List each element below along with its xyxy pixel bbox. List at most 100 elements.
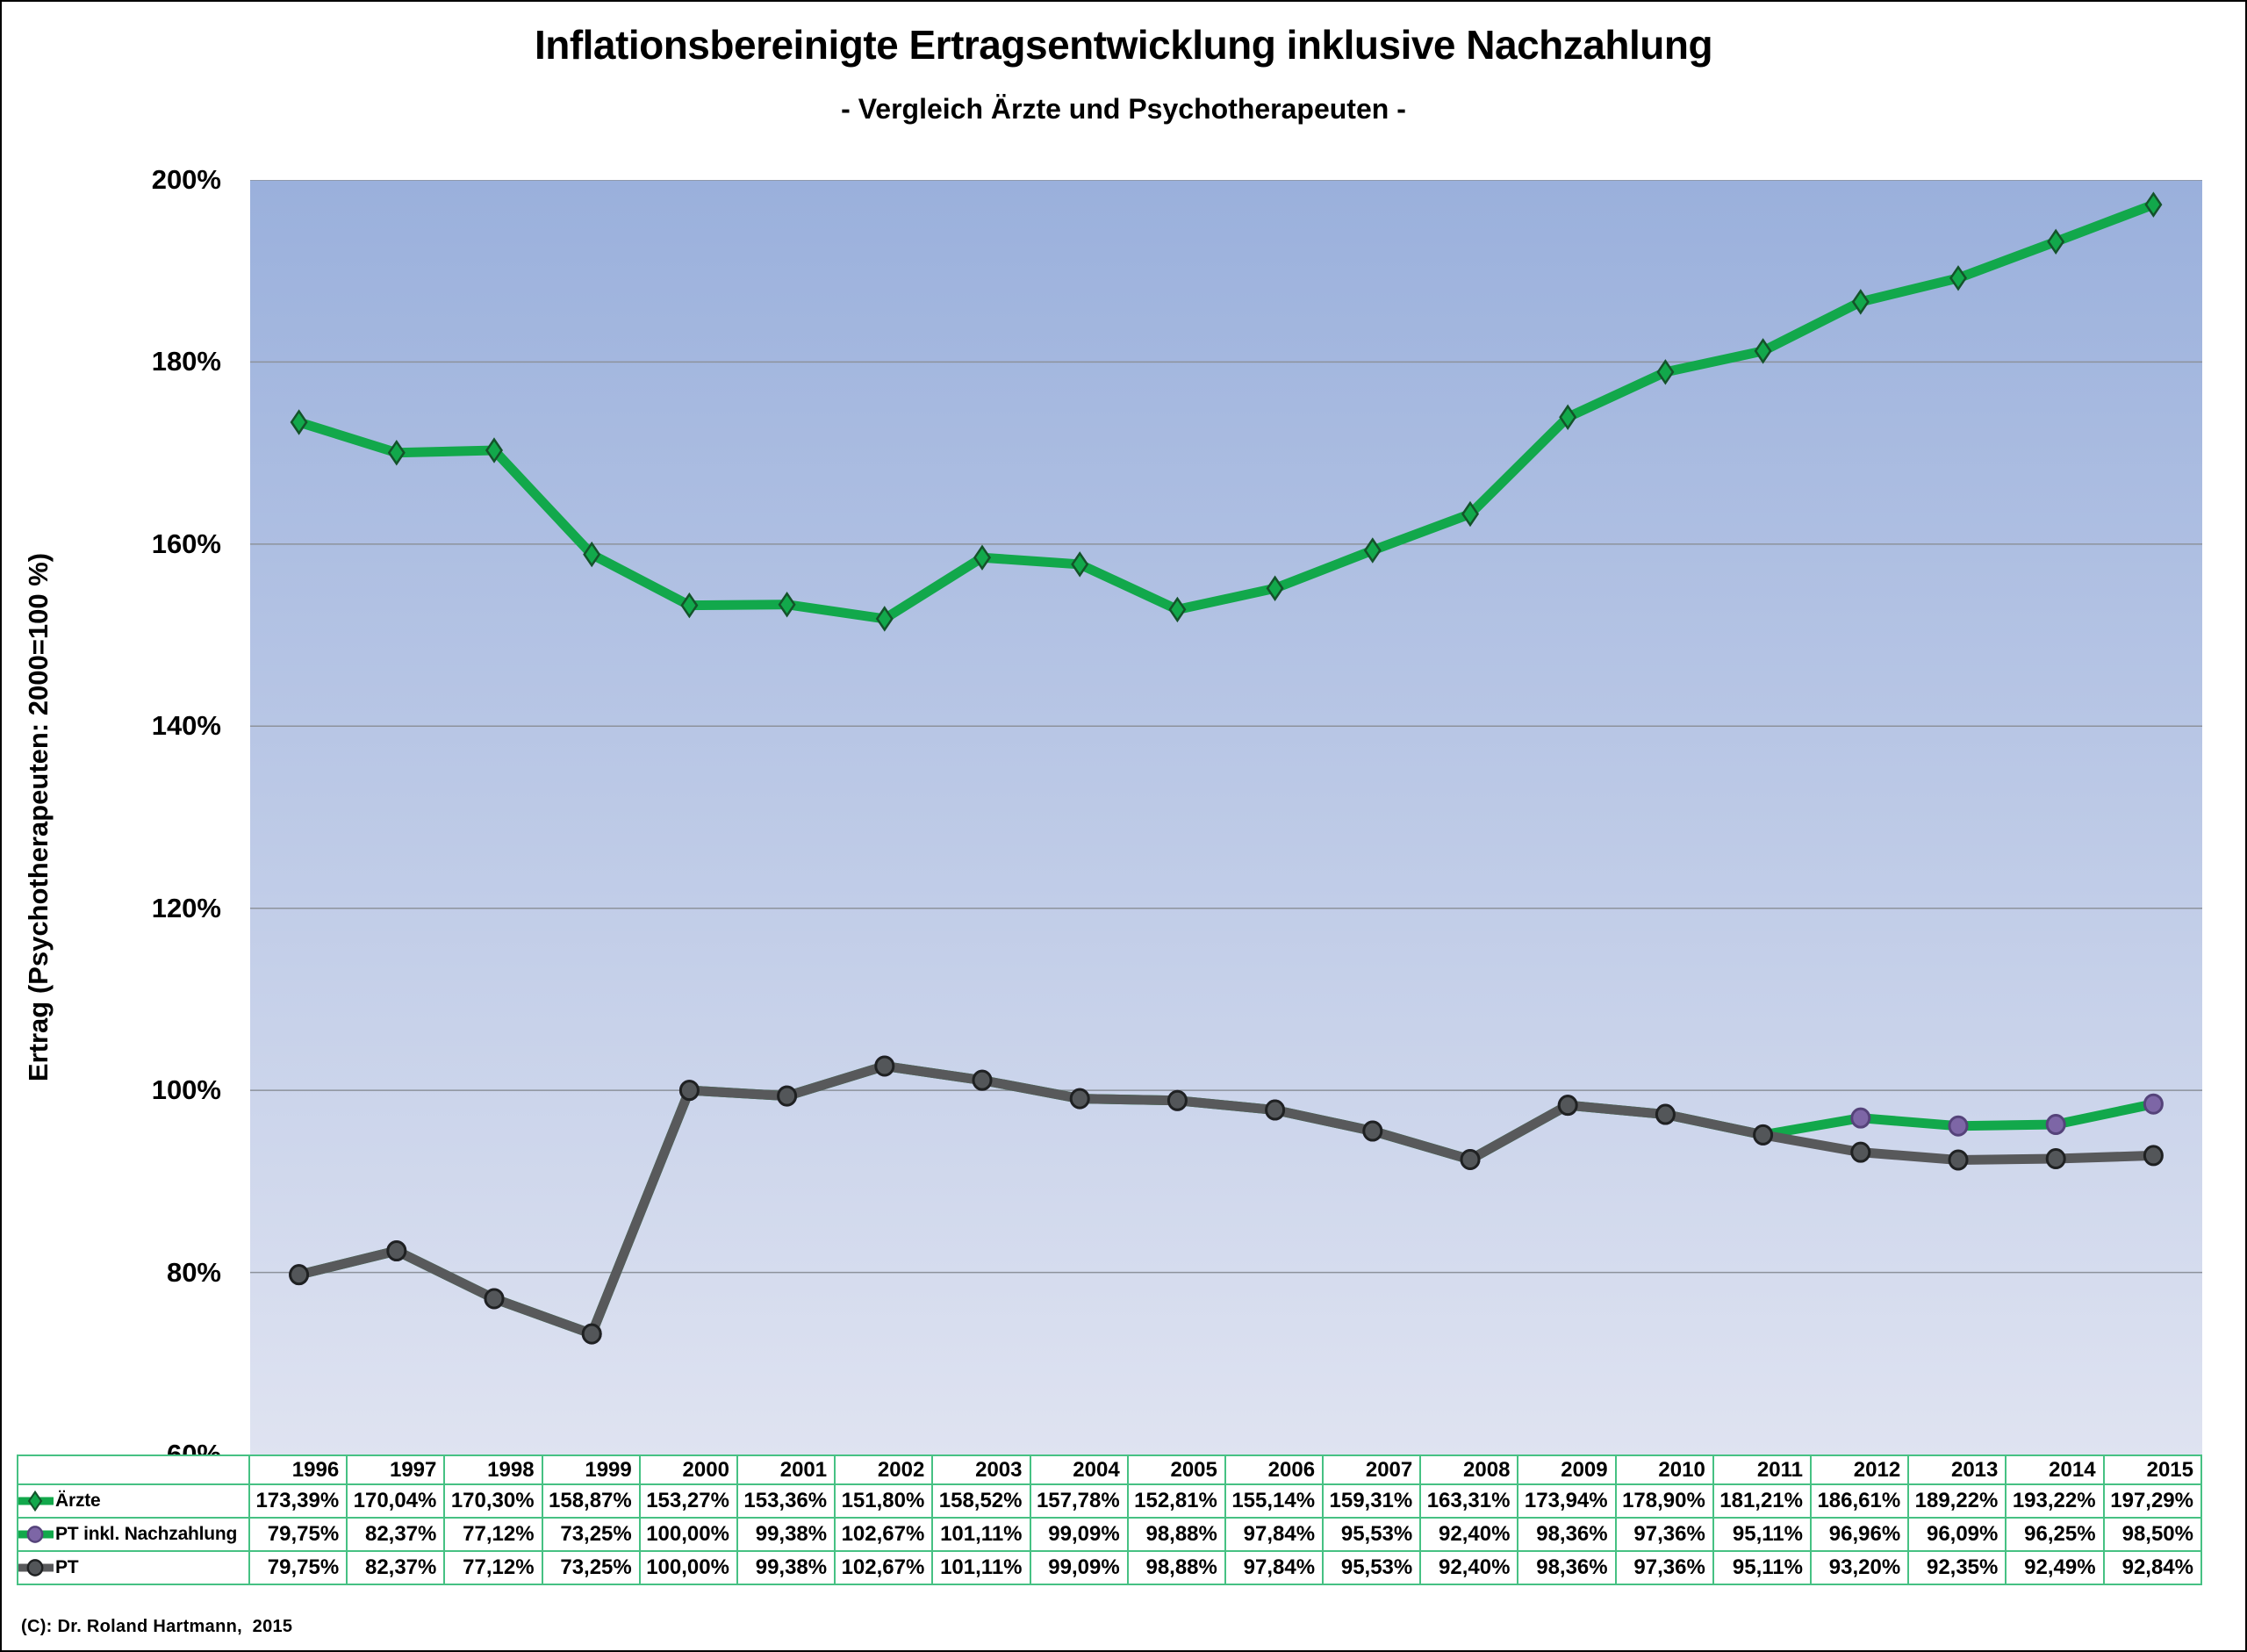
- data-point-aerzte: [1363, 537, 1382, 564]
- data-point-pt: [1655, 1103, 1676, 1125]
- legend-cell-pt: PT: [17, 1550, 250, 1585]
- legend-label: PT inkl. Nachzahlung: [55, 1524, 238, 1544]
- value-cell: 99,09%: [1029, 1550, 1129, 1585]
- legend-marker-icon-pt-inkl-nachzahlung: [19, 1526, 54, 1543]
- table-row-aerzte: Ärzte 173,39% 170,04% 170,30% 158,87% 153,27%…: [17, 1483, 2203, 1519]
- value-cell: 95,11%: [1712, 1517, 1813, 1552]
- data-point-aerzte: [875, 606, 894, 632]
- data-point-pt: [1265, 1099, 1286, 1121]
- table-row-pt: PT 79,75% 82,37% 77,12% 73,25% 100,00% 99,38% 1…: [17, 1550, 2203, 1585]
- value-cell: 98,50%: [2102, 1517, 2203, 1552]
- plot-background: [250, 180, 2202, 1454]
- legend-marker-icon-pt: [19, 1559, 54, 1577]
- value-cell: 92,40%: [1419, 1517, 1519, 1552]
- y-tick-label: 160%: [151, 528, 221, 559]
- value-cell: 100,00%: [638, 1517, 738, 1552]
- value-cell: 95,11%: [1712, 1550, 1813, 1585]
- year-header-cell: 2009: [1517, 1454, 1617, 1485]
- y-tick-label: 80%: [166, 1256, 221, 1288]
- year-header-cell: 2013: [1907, 1454, 2007, 1485]
- value-cell: 96,96%: [1809, 1517, 1910, 1552]
- value-cell: 173,39%: [248, 1483, 348, 1519]
- value-cell: 77,12%: [443, 1550, 543, 1585]
- value-cell: 98,36%: [1517, 1550, 1617, 1585]
- value-cell: 157,78%: [1029, 1483, 1129, 1519]
- data-point-aerzte: [1559, 404, 1577, 431]
- data-point-pt-inkl-nachzahlung: [26, 1526, 44, 1543]
- year-header-cell: 2001: [736, 1454, 836, 1485]
- value-cell: 79,75%: [248, 1550, 348, 1585]
- value-cell: 181,21%: [1712, 1483, 1813, 1519]
- value-cell: 79,75%: [248, 1517, 348, 1552]
- data-point-pt: [1362, 1120, 1383, 1142]
- data-point-aerzte: [1168, 596, 1187, 623]
- value-cell: 95,53%: [1322, 1550, 1422, 1585]
- value-cell: 92,84%: [2102, 1550, 2203, 1585]
- series-line-aerzte: [294, 199, 2158, 624]
- year-header-cell: 2011: [1712, 1454, 1813, 1485]
- value-cell: 98,88%: [1126, 1517, 1226, 1552]
- data-point-pt-inkl-nachzahlung: [1850, 1107, 1871, 1129]
- value-cell: 158,87%: [541, 1483, 641, 1519]
- data-point-pt: [1753, 1124, 1774, 1146]
- value-cell: 163,31%: [1419, 1483, 1519, 1519]
- year-header-cell: 2003: [931, 1454, 1031, 1485]
- value-cell: 92,40%: [1419, 1550, 1519, 1585]
- value-cell: 102,67%: [834, 1517, 934, 1552]
- value-cell: 159,31%: [1322, 1483, 1422, 1519]
- value-cell: 98,36%: [1517, 1517, 1617, 1552]
- value-cell: 193,22%: [2005, 1483, 2105, 1519]
- legend-label: PT: [55, 1557, 79, 1577]
- plot-area: [250, 179, 2202, 1454]
- data-point-pt-inkl-nachzahlung: [2143, 1093, 2164, 1115]
- value-cell: 99,09%: [1029, 1517, 1129, 1552]
- data-point-pt: [1460, 1148, 1481, 1170]
- y-tick-label: 200%: [151, 164, 221, 195]
- value-cell: 152,81%: [1126, 1483, 1226, 1519]
- year-header-cell: 2012: [1809, 1454, 1910, 1485]
- value-cell: 155,14%: [1224, 1483, 1325, 1519]
- y-tick-label: 120%: [151, 892, 221, 923]
- value-cell: 73,25%: [541, 1550, 641, 1585]
- data-point-aerzte: [1754, 338, 1772, 364]
- plot-svg: [250, 179, 2202, 1454]
- data-point-pt: [386, 1239, 407, 1261]
- data-point-aerzte: [1071, 551, 1089, 578]
- year-header-cell: 2008: [1419, 1454, 1519, 1485]
- year-header-cell: 2002: [834, 1454, 934, 1485]
- y-tick-label: 180%: [151, 346, 221, 377]
- data-point-aerzte: [2144, 191, 2163, 218]
- data-point-pt: [1557, 1095, 1578, 1117]
- value-cell: 97,84%: [1224, 1550, 1325, 1585]
- table-row-pt-inkl-nachzahlung: PT inkl. Nachzahlung 79,75% 82,37% 77,12% 73…: [17, 1517, 2203, 1552]
- value-cell: 97,84%: [1224, 1517, 1325, 1552]
- table-corner-blank: [17, 1454, 250, 1485]
- data-point-aerzte: [1656, 359, 1675, 385]
- year-header-cell: 2007: [1322, 1454, 1422, 1485]
- value-cell: 97,36%: [1614, 1550, 1714, 1585]
- data-point-pt-inkl-nachzahlung: [2045, 1114, 2066, 1136]
- year-header-cell: 2006: [1224, 1454, 1325, 1485]
- data-point-aerzte: [27, 1490, 43, 1512]
- data-point-aerzte: [1266, 575, 1284, 601]
- data-point-pt: [678, 1080, 700, 1102]
- value-cell: 96,25%: [2005, 1517, 2105, 1552]
- data-point-pt: [1850, 1141, 1871, 1163]
- value-cell: 197,29%: [2102, 1483, 2203, 1519]
- data-point-aerzte: [1461, 500, 1480, 528]
- data-point-aerzte: [1949, 265, 1968, 291]
- y-tick-label: 140%: [151, 710, 221, 742]
- value-cell: 77,12%: [443, 1517, 543, 1552]
- value-cell: 99,38%: [736, 1517, 836, 1552]
- value-cell: 153,36%: [736, 1483, 836, 1519]
- data-point-pt: [289, 1264, 310, 1286]
- data-point-pt: [484, 1288, 505, 1310]
- value-cell: 98,88%: [1126, 1550, 1226, 1585]
- data-point-aerzte: [1851, 289, 1870, 315]
- data-point-pt: [1167, 1089, 1188, 1111]
- value-cell: 100,00%: [638, 1550, 738, 1585]
- legend-cell-pt-inkl-nachzahlung: PT inkl. Nachzahlung: [17, 1517, 250, 1552]
- value-cell: 170,04%: [346, 1483, 446, 1519]
- year-header-cell: 1996: [248, 1454, 348, 1485]
- data-point-pt: [581, 1323, 602, 1345]
